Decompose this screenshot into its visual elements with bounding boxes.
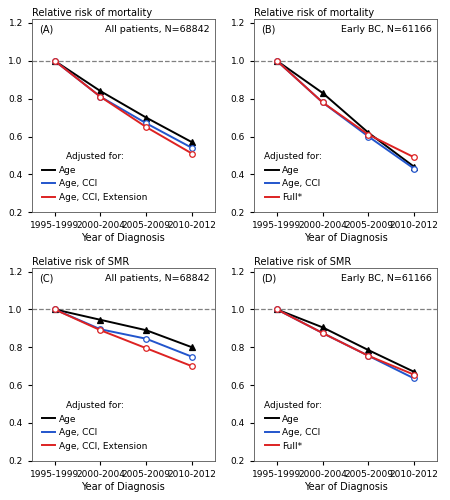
X-axis label: Year of Diagnosis: Year of Diagnosis bbox=[81, 233, 165, 243]
Legend: Age, Age, CCI, Full*: Age, Age, CCI, Full* bbox=[264, 152, 322, 202]
X-axis label: Year of Diagnosis: Year of Diagnosis bbox=[304, 482, 387, 492]
Text: Relative risk of mortality: Relative risk of mortality bbox=[254, 8, 374, 18]
Legend: Age, Age, CCI, Age, CCI, Extension: Age, Age, CCI, Age, CCI, Extension bbox=[42, 152, 147, 202]
Text: Relative risk of SMR: Relative risk of SMR bbox=[254, 257, 351, 267]
Text: Early BC, N=61166: Early BC, N=61166 bbox=[341, 25, 432, 34]
Text: (C): (C) bbox=[39, 274, 54, 283]
X-axis label: Year of Diagnosis: Year of Diagnosis bbox=[304, 233, 387, 243]
Legend: Age, Age, CCI, Full*: Age, Age, CCI, Full* bbox=[264, 401, 322, 450]
Text: (A): (A) bbox=[39, 25, 53, 35]
X-axis label: Year of Diagnosis: Year of Diagnosis bbox=[81, 482, 165, 492]
Legend: Age, Age, CCI, Age, CCI, Extension: Age, Age, CCI, Age, CCI, Extension bbox=[42, 401, 147, 450]
Text: All patients, N=68842: All patients, N=68842 bbox=[105, 274, 209, 282]
Text: (D): (D) bbox=[261, 274, 277, 283]
Text: All patients, N=68842: All patients, N=68842 bbox=[105, 25, 209, 34]
Text: Relative risk of SMR: Relative risk of SMR bbox=[32, 257, 129, 267]
Text: Relative risk of mortality: Relative risk of mortality bbox=[32, 8, 152, 18]
Text: (B): (B) bbox=[261, 25, 276, 35]
Text: Early BC, N=61166: Early BC, N=61166 bbox=[341, 274, 432, 282]
